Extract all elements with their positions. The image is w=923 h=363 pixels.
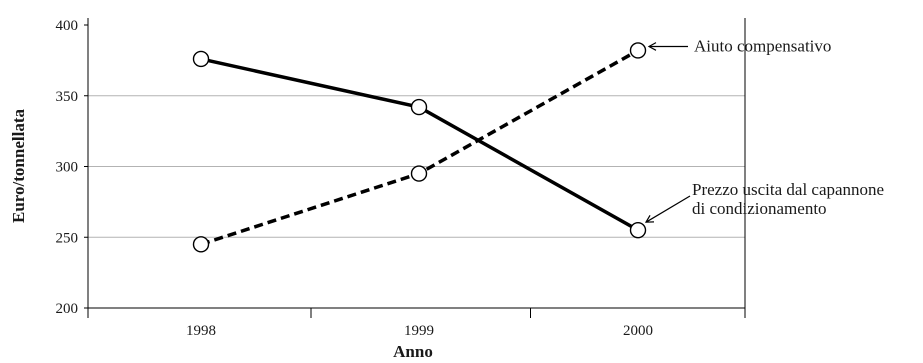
- marker-s0-2000: [629, 221, 647, 239]
- marker-s0-1999: [410, 98, 428, 116]
- y-tick-label-350: 350: [56, 89, 79, 105]
- series-lines: [200, 48, 639, 246]
- annotation-arrowhead-0: [647, 42, 657, 51]
- series-line-0: [200, 57, 639, 232]
- annotation-label-0: Aiuto compensativo: [694, 36, 831, 55]
- annotation-label-1-line-0: Prezzo uscita dal capannone: [692, 180, 884, 199]
- axes: [84, 18, 746, 318]
- y-tick-label-200: 200: [56, 301, 79, 317]
- series-markers: [192, 42, 647, 253]
- annotation-arrowhead-1: [644, 214, 655, 223]
- y-tick-label-300: 300: [56, 160, 79, 176]
- x-axis-title: Anno: [393, 342, 433, 361]
- y-axis-title: Euro/tonnellata: [9, 109, 28, 223]
- x-tick-label-1999: 1999: [404, 323, 434, 339]
- annotation-label-1-line-1: di condizionamento: [692, 199, 827, 218]
- marker-s1-1999: [410, 165, 428, 182]
- annotation-arrow-line-1: [645, 195, 691, 223]
- marker-s0-1998: [192, 50, 210, 68]
- y-tick-label-250: 250: [56, 230, 79, 246]
- tick-labels: 200 250 300 350 400 1998 1999 2000: [56, 18, 654, 339]
- x-tick-label-2000: 2000: [623, 323, 653, 339]
- marker-s1-1998: [192, 236, 210, 253]
- marker-s1-2000: [629, 42, 647, 59]
- y-tick-label-400: 400: [56, 18, 79, 34]
- annotations: Aiuto compensativo Prezzo uscita dal capa…: [644, 36, 884, 223]
- x-tick-label-1998: 1998: [186, 323, 216, 339]
- series-line-1: [200, 48, 639, 246]
